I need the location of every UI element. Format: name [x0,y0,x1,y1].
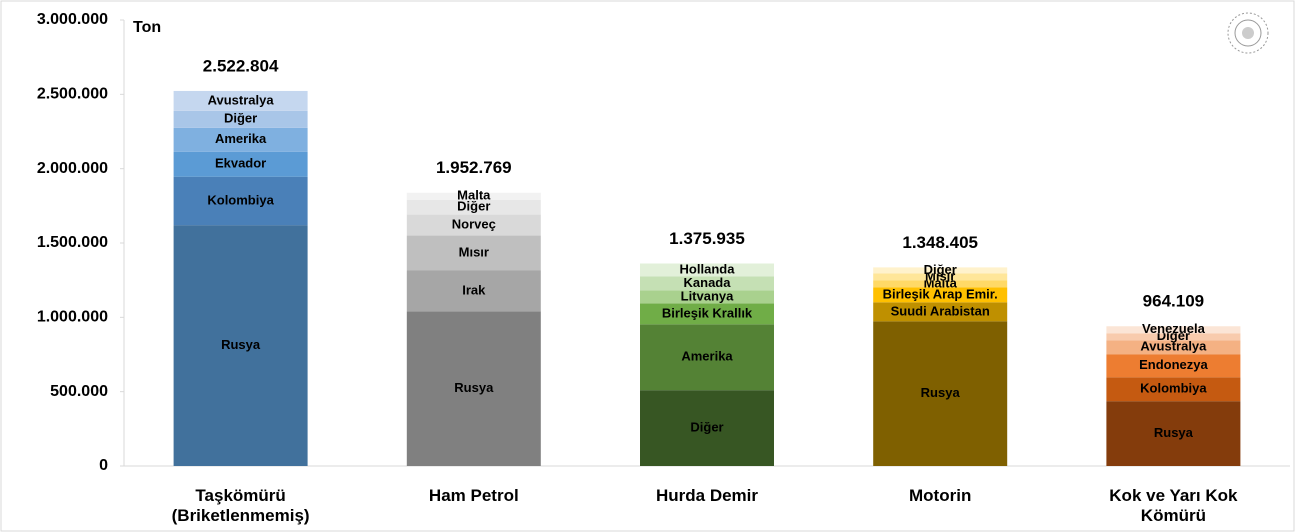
segment-label: Norveç [452,217,496,232]
segment-label: Hollanda [680,261,736,276]
bar-segment [1106,333,1241,341]
bar-segment [873,287,1008,303]
segment-label: Amerika [215,131,267,146]
y-tick-label: 1.500.000 [37,234,108,251]
y-tick-label: 1.000.000 [37,309,108,326]
bar-segment [640,276,774,291]
segment-label: Amerika [681,349,733,364]
x-tick-label: Taşkömürü (Briketlenmemiş) [171,486,310,525]
x-tick-label: Kok ve Yarı Kok Kömürü [1109,486,1238,525]
bar-segment [873,321,1008,466]
total-label: 2.522.804 [203,56,279,75]
segment-label: Suudi Arabistan [891,303,990,318]
y-axis-label: Ton [133,19,161,36]
bar-segment [406,192,541,200]
bar-segment [873,273,1008,281]
segment-label: Rusya [454,380,494,395]
bar-segment [406,270,541,312]
y-tick-label: 2.500.000 [37,86,108,103]
segment-label: Diğer [224,111,257,126]
bar-segment [406,311,541,466]
segment-label: Ekvador [215,156,266,171]
bar-segment [173,110,308,128]
bar-segment [173,151,308,177]
segment-label: Venezuela [1142,321,1206,336]
bar-segment [1106,401,1241,466]
segment-label: Birleşik Krallık [662,305,753,320]
bar-segment [873,302,1008,322]
bar-segment [406,235,541,271]
segment-label: Avustralya [208,92,275,107]
segment-label: Birleşik Arap Emir. [883,286,998,301]
bar-segment [1106,340,1241,355]
bar-segment [1106,326,1241,334]
bar-segment [173,127,308,152]
segment-label: Kolombiya [207,192,274,207]
bar-segment [173,225,308,466]
bar-segment [640,263,774,277]
bar-segment [640,390,774,466]
segment-label: Rusya [921,385,961,400]
bar-segment [1106,354,1241,378]
x-tick-label: Ham Petrol [428,486,519,505]
total-label: 964.109 [1143,292,1204,311]
segment-label: Litvanya [681,288,735,303]
total-label: 1.375.935 [669,229,745,248]
segment-label: Rusya [221,337,261,352]
y-tick-label: 3.000.000 [37,11,108,28]
bar-segment [173,90,308,111]
y-tick-label: 2.000.000 [37,160,108,177]
bar-segment [406,199,541,215]
bar-segment [640,324,774,391]
segment-label: Diğer [457,199,490,214]
bar-segment [1106,377,1241,402]
total-label: 1.952.769 [436,158,512,177]
bar-segment [640,303,774,325]
segment-label: Endonezya [1139,357,1208,372]
bar-segment [873,280,1008,288]
bar-segment [173,176,308,226]
segment-label: Irak [462,282,486,297]
bar-segment [873,267,1008,274]
y-tick-label: 0 [99,457,108,474]
segment-label: Diğer [924,262,957,277]
x-tick-label: Hurda Demir [655,486,759,505]
segment-label: Malta [457,188,491,203]
segment-label: Kanada [684,275,732,290]
segment-label: Avustralya [1140,339,1207,354]
total-label: 1.348.405 [902,233,978,252]
bar-segment [406,214,541,236]
bar-segment [640,290,774,304]
y-tick-label: 500.000 [50,383,108,400]
segment-label: Kolombiya [1140,381,1207,396]
segment-label: Mısır [459,244,489,259]
segment-label: Rusya [1154,425,1194,440]
x-tick-label: Motorin [909,486,972,505]
emblem [1227,12,1269,54]
segment-label: Diğer [690,420,723,435]
